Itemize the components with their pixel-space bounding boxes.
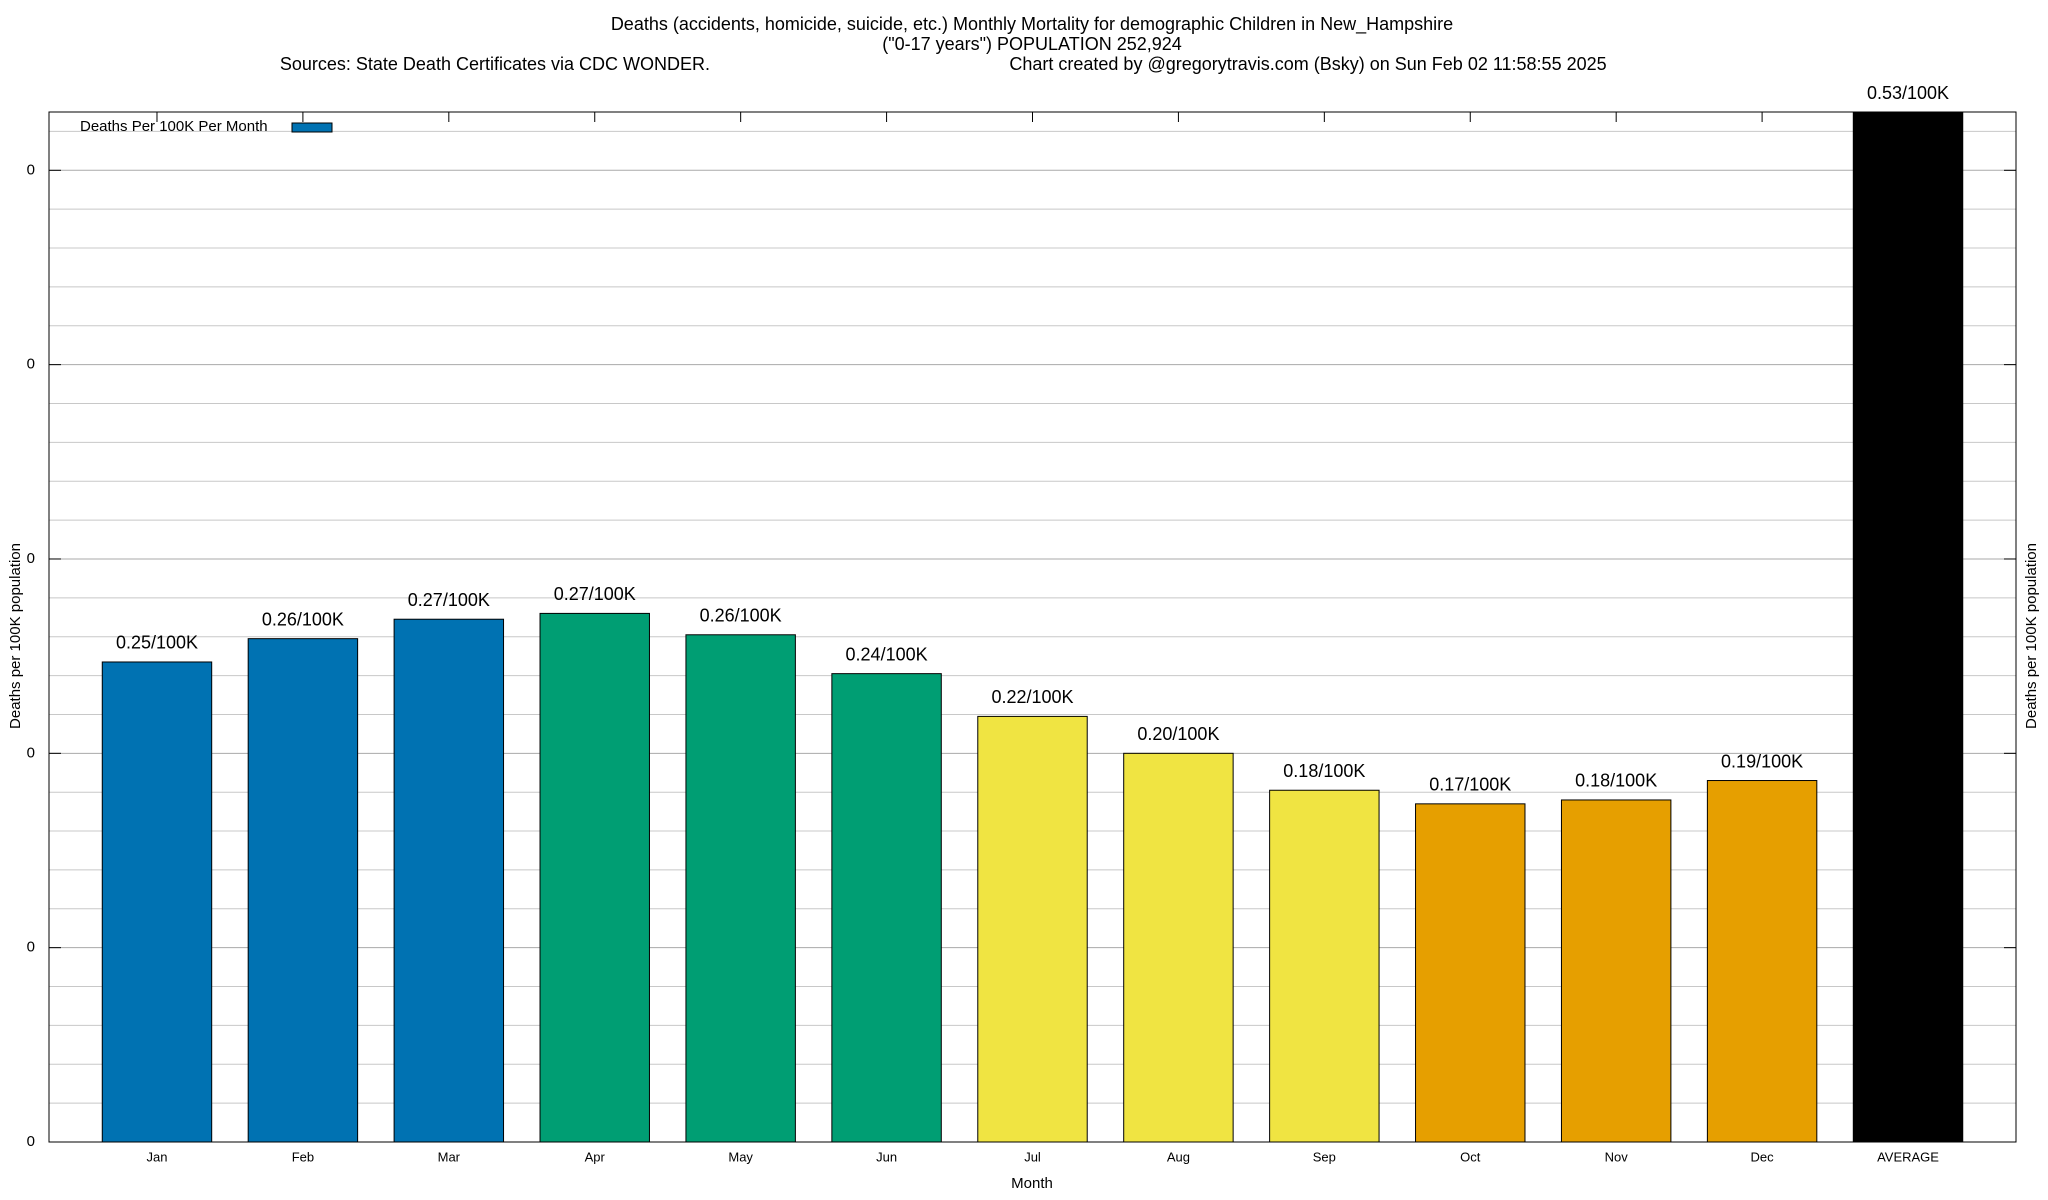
x-tick-label: Sep [1313, 1149, 1336, 1164]
x-tick-label: Jul [1024, 1149, 1041, 1164]
y-tick-label: 0 [27, 1133, 35, 1150]
chart-title: Deaths (accidents, homicide, suicide, et… [611, 14, 1453, 35]
bar [1415, 803, 1526, 1143]
bar [1706, 780, 1818, 1143]
chart-subtitle: ("0-17 years") POPULATION 252,924 [882, 34, 1182, 54]
bar [1123, 752, 1234, 1143]
data-label: 0.26/100K [262, 609, 344, 629]
data-label: 0.53/100K [1867, 83, 1949, 103]
x-tick-label: Mar [438, 1149, 461, 1164]
y-tick-label: 0 [27, 550, 35, 567]
data-label: 0.27/100K [554, 584, 636, 604]
y-tick-label: 0 [27, 744, 35, 761]
x-tick-label: Oct [1460, 1149, 1481, 1164]
data-label: 0.17/100K [1429, 775, 1511, 795]
data-label: 0.26/100K [700, 606, 782, 626]
credit: Chart created by @gregorytravis.com (Bsk… [1009, 54, 1606, 74]
data-label: 0.24/100K [846, 644, 928, 664]
bar [393, 618, 505, 1143]
x-tick-label: Apr [585, 1149, 606, 1164]
y-tick-label: 0 [27, 939, 35, 956]
x-tick-label: Aug [1167, 1149, 1190, 1164]
y-tick-label: 0 [27, 356, 35, 373]
x-tick-label: AVERAGE [1877, 1149, 1939, 1164]
data-label: 0.19/100K [1721, 751, 1803, 771]
bar [977, 715, 1088, 1143]
bar [1269, 789, 1380, 1143]
plot-frame [48, 111, 2017, 1143]
bar [1852, 111, 1964, 1143]
data-label: 0.18/100K [1575, 771, 1657, 791]
sources: Sources: State Death Certificates via CD… [280, 54, 710, 74]
bar [101, 661, 213, 1143]
legend-swatch [291, 122, 333, 133]
bar [831, 673, 942, 1143]
data-label: 0.18/100K [1283, 761, 1365, 781]
data-label: 0.25/100K [116, 633, 198, 653]
y2-axis-label: Deaths per 100K population [2023, 543, 2040, 729]
data-label: 0.22/100K [991, 687, 1073, 707]
y-axis-label: Deaths per 100K population [7, 543, 24, 729]
x-tick-label: Nov [1605, 1149, 1629, 1164]
bar [539, 612, 650, 1143]
x-tick-label: Feb [292, 1149, 314, 1164]
x-tick-label: Jun [876, 1149, 897, 1164]
x-tick-label: Jan [146, 1149, 167, 1164]
x-tick-label: May [728, 1149, 753, 1164]
bar [247, 638, 359, 1143]
x-tick-label: Dec [1751, 1149, 1775, 1164]
data-label: 0.27/100K [408, 590, 490, 610]
bar [685, 634, 796, 1143]
legend-label: Deaths Per 100K Per Month [80, 118, 268, 135]
data-label: 0.20/100K [1137, 724, 1219, 744]
y-tick-label: 0 [27, 161, 35, 178]
x-axis-label: Month [1011, 1175, 1053, 1192]
bar [1560, 799, 1672, 1143]
